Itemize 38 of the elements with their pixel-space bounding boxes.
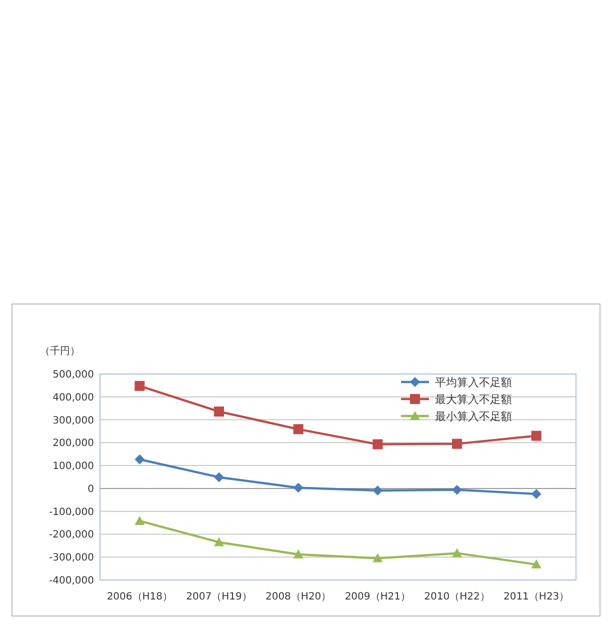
y-tick-label: -200,000 bbox=[49, 530, 94, 541]
legend-label: 平均算入不足額 bbox=[435, 376, 512, 389]
y-axis-title: （千円） bbox=[40, 345, 80, 357]
legend-label: 最大算入不足額 bbox=[435, 392, 512, 406]
legend-label: 最小算入不足額 bbox=[435, 410, 512, 423]
point bbox=[134, 454, 145, 464]
point bbox=[214, 472, 224, 482]
y-tick-label: -400,000 bbox=[49, 576, 94, 586]
point bbox=[293, 482, 304, 493]
point bbox=[531, 488, 542, 499]
x-tick-label: 2010（H22） bbox=[424, 592, 490, 602]
point bbox=[134, 516, 145, 525]
point bbox=[452, 548, 462, 558]
x-tick-label: 2011（H23） bbox=[503, 592, 570, 602]
x-tick-label: 2008（H20） bbox=[265, 592, 332, 602]
point bbox=[214, 406, 224, 417]
point bbox=[372, 553, 383, 562]
point bbox=[214, 537, 224, 546]
point bbox=[531, 430, 542, 441]
point bbox=[293, 424, 304, 434]
point bbox=[372, 439, 383, 450]
x-tick-label: 2006（H18） bbox=[106, 592, 173, 602]
point bbox=[372, 486, 383, 496]
y-tick-label: 400,000 bbox=[52, 392, 94, 404]
y-tick-label: 100,000 bbox=[52, 461, 94, 472]
y-tick-label: 0 bbox=[88, 484, 94, 495]
y-tick-label: 300,000 bbox=[52, 415, 94, 426]
point bbox=[134, 380, 145, 391]
point bbox=[452, 438, 462, 449]
x-tick-label: 2007（H19） bbox=[186, 592, 252, 602]
y-tick-label: 200,000 bbox=[52, 438, 94, 450]
point bbox=[531, 559, 542, 568]
x-tick-label: 2009（H21） bbox=[344, 592, 411, 602]
y-tick-label: -300,000 bbox=[49, 552, 94, 564]
point bbox=[452, 484, 462, 495]
y-tick-label: -100,000 bbox=[49, 506, 94, 518]
y-tick-label: 500,000 bbox=[52, 370, 94, 380]
point bbox=[293, 549, 304, 558]
